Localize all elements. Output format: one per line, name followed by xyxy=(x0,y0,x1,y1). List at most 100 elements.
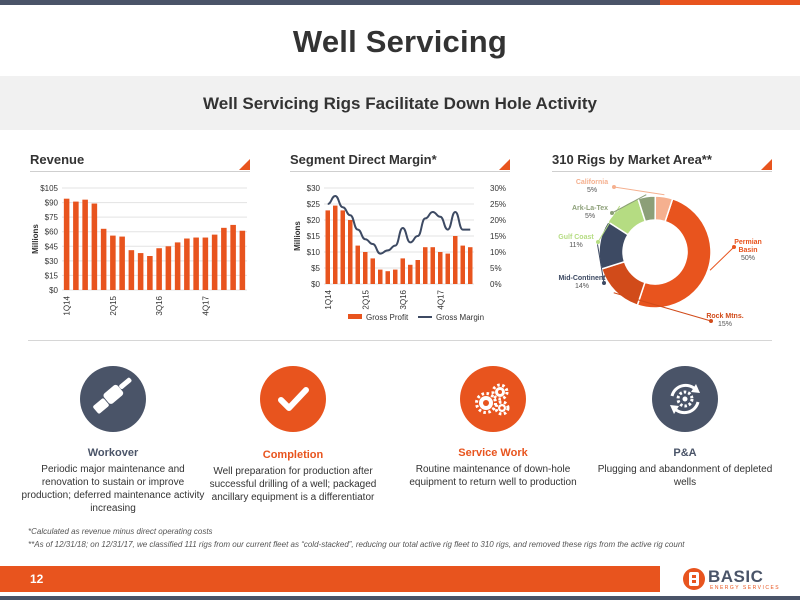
gross-profit-bar xyxy=(333,205,338,284)
rigs-rule xyxy=(552,171,772,172)
revenue-title: Revenue xyxy=(30,152,85,167)
revenue-bar xyxy=(184,238,190,290)
gross-profit-bar xyxy=(400,258,405,284)
revenue-bar xyxy=(82,199,88,290)
x-tick-label: 1Q14 xyxy=(63,295,72,315)
y-tick-label: $75 xyxy=(45,213,59,222)
donut-label: Ark-La-Tex xyxy=(572,205,608,212)
margin-chart: $0 $5 $10 $15 $20 $25 $30 0% 5% 10% 15% 20% 25% 30% Mi… xyxy=(293,184,506,322)
revenue-bar xyxy=(73,201,79,290)
leader-dot xyxy=(732,245,736,249)
donut-label: California xyxy=(576,179,608,186)
y-tick-label: $30 xyxy=(45,257,59,266)
basic-logo xyxy=(683,568,705,590)
revenue-bar xyxy=(137,253,144,290)
workover-desc: Periodic major maintenance and renovatio… xyxy=(21,464,205,514)
footer-bar xyxy=(0,566,660,592)
y-axis-label: Millions xyxy=(31,224,40,254)
rigs-corner-accent xyxy=(761,159,772,170)
leader-line xyxy=(597,205,621,243)
gross-profit-bar xyxy=(468,247,473,284)
gross-profit-bar xyxy=(423,247,428,284)
x-tick-label: 2Q15 xyxy=(361,289,370,309)
leader-line xyxy=(613,292,712,322)
bottom-bar xyxy=(0,596,800,600)
pa-title: P&A xyxy=(673,447,697,459)
service-work-icon xyxy=(460,366,526,432)
gross-profit-bar xyxy=(453,236,458,284)
gross-profit-bar xyxy=(438,252,443,284)
donut-pct: 15% xyxy=(718,321,732,328)
gross-profit-bar xyxy=(370,258,375,284)
revenue-bar xyxy=(239,230,246,290)
margin-title: Segment Direct Margin* xyxy=(290,152,437,167)
revenue-bar xyxy=(230,224,236,290)
top-bar xyxy=(0,0,800,5)
donut-label: Gulf Coast xyxy=(558,234,594,241)
gross-profit-bar xyxy=(340,210,345,284)
gross-profit-bar xyxy=(385,271,390,284)
donut-slice-rock-mtns- xyxy=(600,260,646,307)
gross-margin-line xyxy=(327,194,471,255)
slide-title: Well Servicing xyxy=(292,24,508,59)
donut-pct: 5% xyxy=(587,187,597,194)
service-work-desc: Routine maintenance of down-hole equipme… xyxy=(409,464,577,488)
donut-label: Rock Mtns. xyxy=(706,313,743,320)
y2-tick-label: 5% xyxy=(490,264,502,273)
gross-profit-bar xyxy=(355,245,360,284)
y-tick-label: $15 xyxy=(45,271,59,280)
revenue-bar xyxy=(147,256,153,290)
leader-dot xyxy=(602,281,606,285)
rigs-title: 310 Rigs by Market Area** xyxy=(552,152,712,167)
revenue-bar xyxy=(193,237,199,290)
y-tick-label: $30 xyxy=(307,184,321,193)
revenue-bar xyxy=(91,203,98,290)
revenue-bar xyxy=(202,237,209,290)
y-axis-label: Millions xyxy=(293,221,302,251)
leader-line xyxy=(709,246,735,271)
gross-profit-bar xyxy=(408,264,413,284)
revenue-bar xyxy=(63,198,70,290)
completion-icon xyxy=(260,366,326,432)
leader-dot xyxy=(612,185,616,189)
y-tick-label: $20 xyxy=(307,216,321,225)
top-bar-accent xyxy=(660,0,800,5)
y2-tick-label: 25% xyxy=(490,200,506,209)
x-tick-label: 3Q16 xyxy=(399,289,408,309)
x-tick-label: 4Q17 xyxy=(436,289,445,309)
revenue-bar xyxy=(100,228,107,290)
gross-profit-bar xyxy=(378,269,383,284)
y-tick-label: $90 xyxy=(45,199,59,208)
x-tick-label: 3Q16 xyxy=(155,295,164,315)
y-tick-label: $105 xyxy=(40,184,58,193)
slide-subtitle: Well Servicing Rigs Facilitate Down Hole… xyxy=(203,94,597,113)
revenue-bar xyxy=(221,227,227,290)
pa-icon xyxy=(652,366,718,432)
gross-profit-bar xyxy=(415,260,420,284)
revenue-bar xyxy=(165,246,172,290)
page-number: 12 xyxy=(30,572,44,586)
y-tick-label: $5 xyxy=(311,264,320,273)
legend-label-gross-profit: Gross Profit xyxy=(366,313,409,322)
logo-text: BASIC xyxy=(708,567,764,586)
donut-pct: 11% xyxy=(569,242,583,249)
revenue-bar xyxy=(174,242,181,290)
x-tick-label: 4Q17 xyxy=(201,295,210,315)
legend-label-gross-margin: Gross Margin xyxy=(436,313,484,322)
leader-line xyxy=(613,186,665,196)
service-work-title: Service Work xyxy=(458,447,528,459)
leader-dot xyxy=(709,319,713,323)
margin-rule xyxy=(290,171,510,172)
pa-desc: Plugging and abandonment of depleted wel… xyxy=(597,464,773,488)
gross-profit-bar xyxy=(348,220,353,284)
y-tick-label: $0 xyxy=(49,286,58,295)
logo-subtext: ENERGY SERVICES xyxy=(710,585,781,591)
gross-profit-bar xyxy=(393,269,398,284)
leader-line xyxy=(597,244,605,284)
leader-dot xyxy=(596,240,600,244)
y-tick-label: $0 xyxy=(311,280,320,289)
completion-title: Completion xyxy=(262,449,324,461)
revenue-bar xyxy=(110,235,116,290)
y2-tick-label: 30% xyxy=(490,184,506,193)
